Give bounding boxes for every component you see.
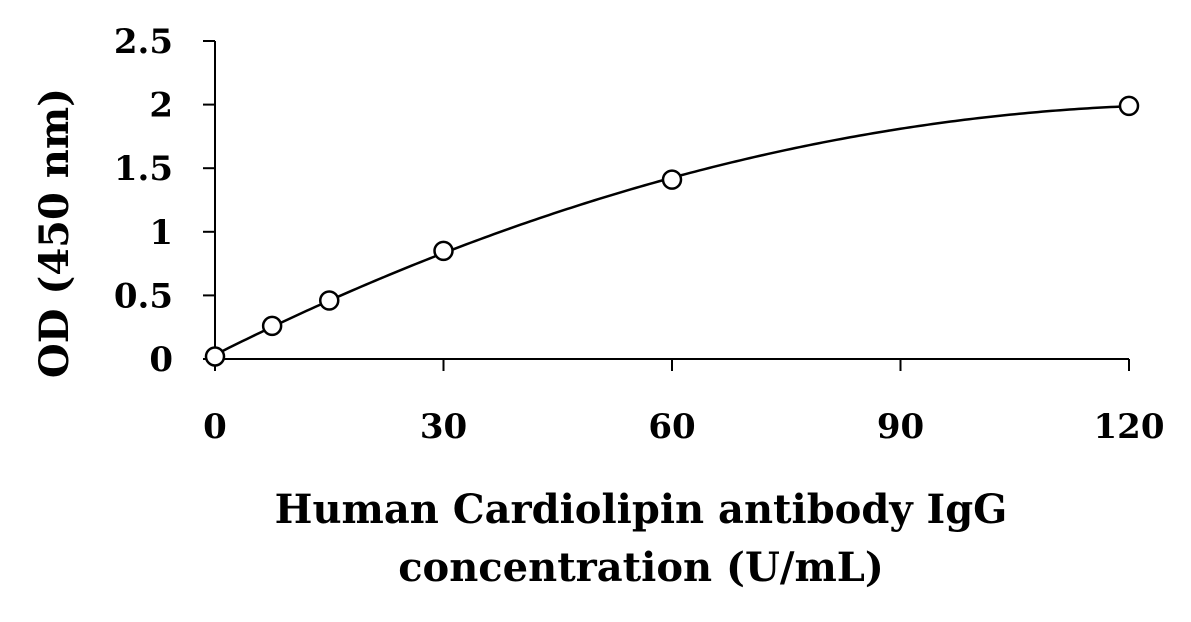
tick-labels: 0 0.5 1 1.5 2 2.5 0 30 60 90 120 xyxy=(114,22,1165,447)
x-tick-label: 0 xyxy=(203,407,227,447)
x-tick-label: 30 xyxy=(420,407,467,447)
axes xyxy=(203,40,1130,371)
data-point xyxy=(319,290,340,311)
data-point xyxy=(261,315,283,337)
data-point xyxy=(433,240,454,262)
y-tick-label: 0.5 xyxy=(114,276,173,316)
fit-curve-group xyxy=(214,104,1130,356)
y-tick-label: 2 xyxy=(149,86,173,126)
x-tick-label: 60 xyxy=(648,407,695,447)
x-tick-label: 120 xyxy=(1094,407,1165,447)
x-axis-title-line-1: Human Cardiolipin antibody IgG xyxy=(275,486,1008,533)
y-tick-label: 2.5 xyxy=(114,22,173,62)
y-axis-title: OD (450 nm) xyxy=(31,88,78,378)
x-tick-label: 90 xyxy=(877,407,924,447)
y-tick-label: 1.5 xyxy=(114,149,173,189)
fit-curve xyxy=(214,104,1130,356)
data-point xyxy=(204,346,226,367)
data-point xyxy=(1118,95,1140,117)
y-tick-label: 1 xyxy=(149,213,173,253)
x-axis-title-line-2: concentration (U/mL) xyxy=(398,544,884,591)
y-tick-label: 0 xyxy=(149,340,173,380)
data-points xyxy=(204,95,1140,367)
data-point xyxy=(661,169,683,190)
